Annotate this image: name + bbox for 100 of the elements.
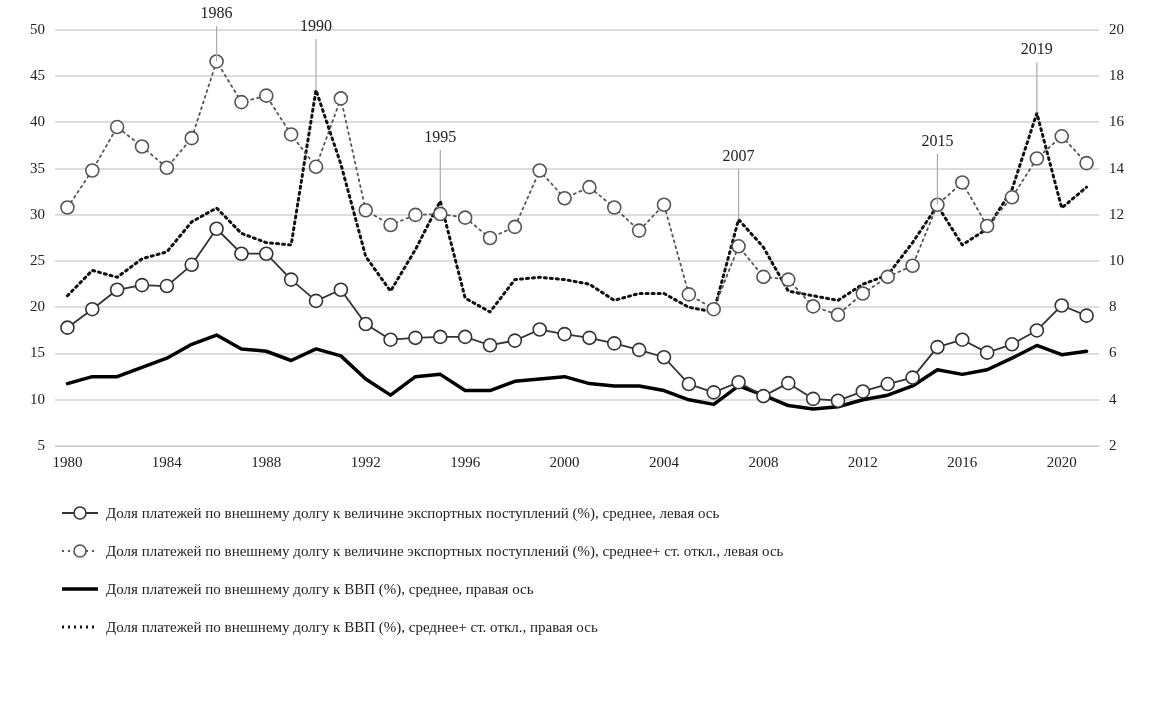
point	[905, 370, 920, 385]
point	[258, 246, 274, 262]
point	[780, 375, 796, 391]
annotation: 1986	[200, 4, 233, 22]
point	[979, 218, 995, 234]
point	[1079, 155, 1094, 171]
x-tick-label: 2000	[549, 453, 580, 470]
annotation: 2007	[722, 146, 755, 164]
annotation: 2015	[921, 131, 954, 149]
point	[606, 200, 622, 215]
y2-tick-label: 4	[1109, 390, 1117, 407]
point	[905, 258, 920, 274]
point	[109, 282, 125, 298]
point	[1054, 129, 1070, 144]
legend-label: Доля платежей по внешнему долгу к величине экспортных поступлений (%), среднее, левая ось	[106, 504, 720, 522]
y-tick-label: 35	[30, 159, 45, 176]
point	[383, 332, 398, 347]
point	[134, 277, 150, 293]
x-tick-label: 2008	[748, 453, 779, 470]
x-tick-label: 2012	[847, 453, 878, 470]
y2-tick-label: 14	[1109, 159, 1125, 176]
point	[880, 269, 896, 285]
y2-tick-label: 2	[1109, 436, 1117, 453]
point	[408, 330, 423, 346]
point	[482, 230, 498, 246]
point	[830, 393, 846, 408]
y-tick-label: 5	[37, 436, 45, 453]
point	[1054, 298, 1070, 313]
point	[184, 257, 200, 273]
point	[855, 286, 871, 301]
y-tick-label: 45	[30, 67, 45, 84]
point	[532, 322, 548, 337]
legend-label: Доля платежей по внешнему долгу к ВВП (%), среднее, правая ось	[106, 580, 534, 598]
point	[507, 333, 523, 348]
point	[383, 217, 398, 233]
point	[631, 223, 647, 238]
point	[1029, 151, 1045, 166]
y2-tick-label: 8	[1109, 298, 1117, 315]
y-tick-label: 30	[30, 205, 45, 222]
y-tick-label: 20	[30, 298, 45, 315]
point	[109, 119, 125, 135]
point	[557, 326, 572, 342]
point	[283, 127, 299, 142]
point	[408, 207, 423, 223]
point	[358, 202, 374, 218]
legend-label: Доля платежей по внешнему долгу к ВВП (%), среднее+ ст. откл., правая ось	[106, 618, 598, 636]
point	[432, 206, 448, 222]
point	[258, 88, 274, 103]
point	[159, 278, 175, 294]
x-tick-label: 1992	[350, 453, 381, 470]
point	[60, 320, 75, 335]
point	[756, 388, 771, 404]
point	[308, 159, 324, 175]
point	[507, 219, 523, 235]
y2-tick-label: 16	[1109, 113, 1125, 130]
point	[432, 329, 448, 345]
point	[234, 94, 249, 110]
point	[582, 330, 597, 346]
point	[954, 332, 970, 347]
point	[756, 269, 771, 285]
y2-tick-label: 10	[1109, 252, 1124, 269]
point	[805, 391, 821, 407]
annotation: 1990	[300, 17, 332, 35]
point	[333, 282, 349, 298]
y2-tick-label: 18	[1109, 67, 1124, 84]
y-tick-label: 10	[30, 390, 45, 407]
point	[582, 179, 597, 195]
point	[706, 301, 722, 317]
x-tick-label: 1988	[251, 453, 282, 470]
point	[656, 349, 672, 365]
point	[805, 299, 821, 314]
point	[1004, 190, 1020, 205]
point	[954, 175, 970, 190]
point	[1029, 323, 1045, 338]
point	[184, 130, 200, 146]
point	[358, 316, 374, 332]
annotation: 2019	[1020, 40, 1053, 58]
point	[134, 139, 150, 154]
annotation: 1995	[424, 128, 457, 146]
point	[731, 374, 746, 390]
point	[557, 190, 572, 206]
x-tick-label: 2020	[1046, 453, 1077, 470]
point	[681, 376, 697, 392]
point	[209, 221, 224, 237]
point	[532, 163, 548, 178]
point	[631, 342, 647, 358]
y-tick-label: 15	[30, 344, 45, 361]
y2-tick-label: 6	[1109, 344, 1117, 361]
point	[457, 210, 473, 225]
point	[333, 91, 349, 106]
point	[234, 246, 249, 262]
point	[308, 293, 324, 309]
point	[60, 200, 75, 215]
x-tick-label: 2016	[947, 453, 978, 470]
x-tick-label: 2004	[649, 453, 680, 470]
point	[482, 337, 498, 353]
point	[830, 307, 846, 323]
point	[84, 301, 100, 317]
legend-label: Доля платежей по внешнему долгу к величине экспортных поступлений (%), среднее+ ст. откл., левая ось	[106, 542, 784, 560]
x-tick-label: 1996	[450, 453, 481, 470]
